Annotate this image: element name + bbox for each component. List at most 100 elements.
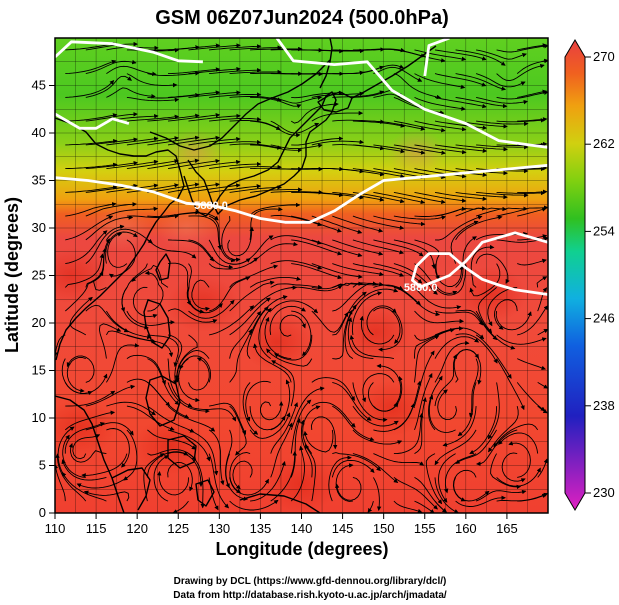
x-tick-label: 165 — [496, 521, 518, 536]
streamline-94 — [65, 390, 116, 407]
streamline-333 — [147, 158, 200, 170]
streamline-427 — [188, 66, 241, 75]
streamline-336 — [209, 161, 262, 170]
streamline-400 — [106, 87, 156, 99]
streamline-73 — [123, 429, 138, 481]
streamline-61 — [373, 453, 425, 466]
streamline-31 — [232, 460, 253, 490]
streamline-418 — [476, 96, 529, 105]
streamline-162 — [468, 358, 479, 418]
streamline-364 — [311, 139, 365, 146]
streamline-273 — [332, 239, 384, 256]
streamline-130 — [311, 377, 355, 401]
streamline-127 — [242, 382, 259, 435]
colorbar-tick-label: 270 — [593, 49, 615, 64]
streamline-217 — [132, 286, 158, 319]
streamline-70 — [65, 410, 116, 431]
streamline-456 — [311, 48, 365, 54]
streamline-176 — [279, 314, 306, 337]
colorbar-tick-label: 246 — [593, 311, 615, 326]
streamline-399 — [85, 75, 133, 98]
streamline-382 — [209, 116, 262, 122]
streamline-67 — [490, 453, 522, 490]
streamline-324 — [434, 191, 488, 202]
streamline-381 — [188, 113, 241, 122]
coastline-philippines-luzon — [143, 299, 171, 349]
streamline-183 — [434, 327, 485, 340]
x-tick-label: 115 — [86, 521, 107, 536]
streamline-398 — [65, 79, 115, 98]
streamline-158 — [349, 334, 394, 360]
streamline-105 — [271, 360, 295, 407]
coastline-taiwan — [155, 253, 171, 281]
streamline-10 — [290, 445, 305, 502]
streamline-266 — [188, 239, 234, 270]
streamline-267 — [208, 239, 251, 265]
streamline-259 — [517, 258, 547, 266]
streamline-397 — [517, 117, 548, 122]
streamline-138 — [457, 382, 477, 437]
coastline-borneo — [111, 467, 151, 511]
streamline-390 — [373, 120, 426, 131]
chart-title: GSM 06Z07Jun2024 (500.0hPa) — [155, 7, 448, 29]
streamline-172 — [209, 305, 255, 336]
streamline-5 — [153, 455, 169, 502]
streamline-271 — [291, 239, 343, 256]
streamline-302 — [455, 206, 507, 217]
streamline-44 — [508, 441, 531, 478]
streamline-112 — [434, 354, 457, 407]
streamline-154 — [266, 348, 313, 367]
streamline-187 — [517, 305, 548, 336]
colorbar-tick-label: 230 — [593, 485, 615, 500]
streamline-1 — [55, 453, 87, 502]
streamline-410 — [311, 91, 365, 98]
streamline-159 — [414, 328, 455, 359]
streamline-207 — [434, 310, 484, 326]
streamline-241 — [120, 263, 148, 313]
streamline-264 — [147, 239, 197, 259]
streamline-246 — [249, 241, 298, 264]
streamline-46 — [64, 422, 105, 454]
streamline-251 — [352, 263, 405, 277]
streamline-276 — [393, 239, 436, 270]
streamline-102 — [229, 405, 247, 456]
streamline-403 — [167, 90, 221, 98]
coastlines — [55, 38, 437, 513]
streamline-202 — [332, 281, 378, 312]
streamline-408 — [270, 95, 323, 104]
streamline-170 — [167, 334, 183, 385]
streamline-0 — [55, 464, 66, 502]
streamline-24 — [61, 459, 107, 481]
streamline-334 — [167, 158, 221, 170]
streamline-21 — [517, 493, 547, 502]
credit-line-dcl: Drawing by DCL (https://www.gfd-dennou.o… — [174, 576, 447, 587]
streamline-376 — [85, 112, 138, 122]
streamline-169 — [147, 334, 180, 368]
streamline-429 — [229, 69, 283, 75]
streamline-124 — [188, 357, 210, 391]
streamline-228 — [373, 284, 421, 306]
streamline-363 — [291, 136, 344, 146]
streamline-242 — [167, 262, 191, 306]
streamline-464 — [476, 49, 527, 60]
y-tick-label: 0 — [39, 505, 46, 520]
streamline-360 — [229, 143, 282, 150]
streamline-25 — [76, 477, 128, 489]
streamline-389 — [352, 120, 406, 128]
streamline-368 — [393, 144, 446, 155]
streamline-115 — [469, 406, 498, 455]
streamline-401 — [126, 96, 180, 103]
streamline-68 — [501, 452, 526, 483]
streamline-63 — [414, 397, 427, 454]
streamline-461 — [414, 49, 467, 62]
streamline-407 — [250, 96, 302, 109]
streamline-293 — [270, 215, 323, 227]
streamline-247 — [270, 260, 323, 270]
streamline-143 — [66, 357, 86, 393]
x-tick-label: 160 — [455, 521, 477, 536]
streamline-253 — [393, 263, 438, 295]
streamline-379 — [147, 113, 200, 122]
streamline-218 — [131, 264, 169, 288]
streamline-171 — [174, 334, 198, 381]
